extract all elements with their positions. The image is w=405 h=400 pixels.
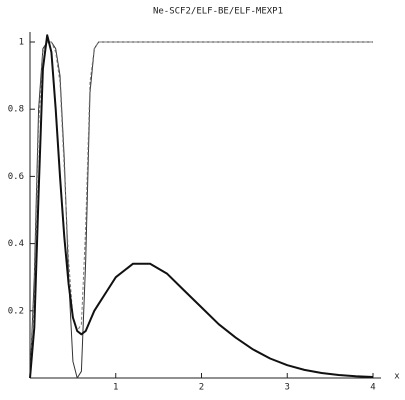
- y-tick-label: 0.8: [8, 105, 24, 115]
- y-tick-label: 0.2: [8, 306, 24, 316]
- y-tick-label: 0.6: [8, 172, 24, 182]
- series-line: [29, 41, 373, 379]
- y-tick-label: 0.4: [8, 239, 24, 249]
- x-axis-label: x: [394, 372, 400, 382]
- x-tick-label: 3: [285, 383, 290, 393]
- series-line: [29, 34, 374, 379]
- y-tick-label: 1: [19, 38, 24, 48]
- series-line: [29, 41, 373, 379]
- x-tick-label: 1: [113, 383, 118, 393]
- x-tick-label: 4: [370, 383, 375, 393]
- x-tick-label: 2: [199, 383, 204, 393]
- chart-title: Ne-SCF2/ELF-BE/ELF-MEXP1: [153, 7, 283, 17]
